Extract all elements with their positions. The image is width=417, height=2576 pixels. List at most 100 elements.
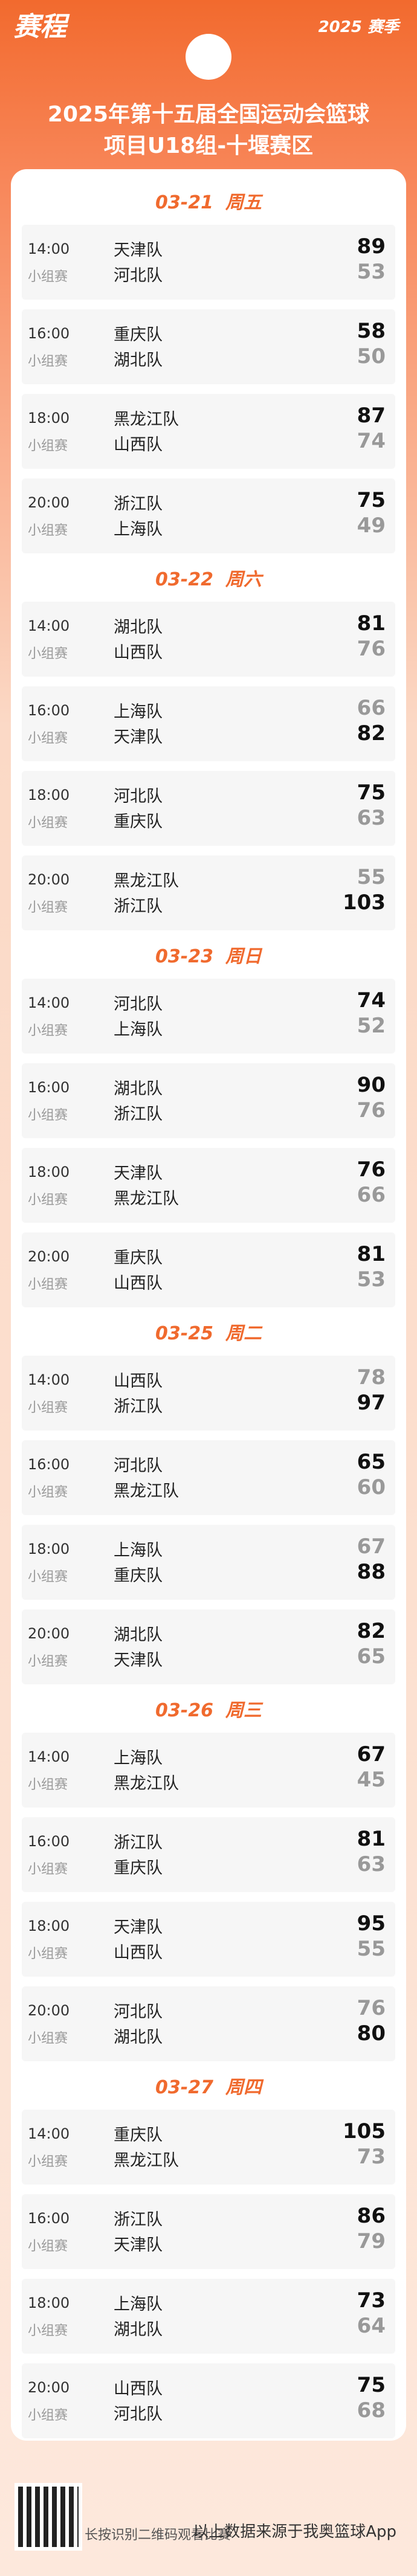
team-name: 上海队 [114,1749,163,1768]
match-row: 18:00 小组赛 天津队 95 山西队 55 [22,1902,395,1977]
team-score: 90 [357,1073,386,1097]
team-name: 湖北队 [114,2320,163,2339]
weekday: 周二 [225,1323,262,1344]
team-score: 86 [357,2204,386,2228]
match-row: 18:00 小组赛 上海队 67 重庆队 88 [22,1525,395,1600]
team-score: 82 [357,1619,386,1643]
team-score: 65 [357,1644,386,1669]
team-score: 73 [357,2145,386,2169]
team-score: 103 [343,890,386,915]
team-name: 山西队 [114,1372,163,1391]
match-time: 16:00 [28,1833,70,1850]
team-name: 天津队 [114,1164,163,1183]
match-row: 16:00 小组赛 浙江队 81 重庆队 63 [22,1817,395,1892]
qr-caption: 长按识别二维码观看比赛 [85,2528,231,2543]
match-time: 20:00 [28,1625,70,1642]
team-name: 山西队 [114,643,163,662]
match-row: 14:00 小组赛 重庆队 105 黑龙江队 73 [22,2110,395,2185]
team-name: 浙江队 [114,2211,163,2229]
source: 以上数据来源于我奥篮球App [193,2523,396,2541]
team-score: 89 [357,234,386,259]
match-time: 14:00 [28,1371,70,1388]
match-row: 20:00 小组赛 湖北队 82 天津队 65 [22,1609,395,1684]
match-time: 18:00 [28,410,70,427]
team-name: 上海队 [114,703,163,721]
team-name: 河北队 [114,995,163,1014]
weekday: 周四 [225,2077,262,2098]
match-time: 14:00 [28,2125,70,2142]
match-stage: 小组赛 [28,2323,68,2339]
match-time: 18:00 [28,1541,70,1557]
team-name: 黑龙江队 [114,410,179,429]
match-time: 14:00 [28,994,70,1011]
team-score: 60 [357,1475,386,1499]
team-score: 80 [357,2021,386,2046]
team-score: 74 [357,429,386,453]
weekday: 周五 [225,192,262,213]
team-score: 76 [357,1996,386,2020]
weekday: 周日 [225,946,262,967]
match-row: 20:00 小组赛 浙江队 75 上海队 49 [22,478,395,553]
team-score: 50 [357,344,386,369]
team-score: 55 [357,1937,386,1961]
weekday: 周六 [225,569,262,590]
team-score: 67 [357,1534,386,1559]
team-name: 上海队 [114,520,163,539]
team-score: 74 [357,988,386,1013]
match-stage: 小组赛 [28,1862,68,1877]
match-stage: 小组赛 [28,354,68,369]
team-name: 浙江队 [114,495,163,514]
match-stage: 小组赛 [28,2239,68,2254]
team-name: 湖北队 [114,2028,163,2047]
match-stage: 小组赛 [28,1400,68,1415]
match-stage: 小组赛 [28,646,68,662]
team-name: 浙江队 [114,1834,163,1852]
match-row: 16:00 小组赛 湖北队 90 浙江队 76 [22,1063,395,1138]
match-stage: 小组赛 [28,816,68,831]
match-time: 20:00 [28,2002,70,2019]
team-name: 湖北队 [114,351,163,370]
team-name: 黑龙江队 [114,1190,179,1208]
tag: 赛程 [13,11,66,42]
date: 03-22 [155,569,213,590]
team-score: 53 [357,1267,386,1292]
match-stage: 小组赛 [28,1485,68,1500]
match-row: 20:00 小组赛 河北队 76 湖北队 80 [22,1986,395,2061]
team-score: 82 [357,721,386,745]
day-header: 03-23 周日 [0,941,417,968]
team-score: 65 [357,1450,386,1474]
team-score: 87 [357,404,386,428]
team-name: 重庆队 [114,1859,163,1878]
team-score: 88 [357,1560,386,1584]
match-time: 16:00 [28,325,70,342]
team-name: 浙江队 [114,1397,163,1416]
match-time: 16:00 [28,1456,70,1473]
team-name: 天津队 [114,241,163,260]
team-score: 81 [357,1827,386,1851]
match-row: 16:00 小组赛 重庆队 58 湖北队 50 [22,309,395,384]
team-name: 重庆队 [114,813,163,831]
team-name: 河北队 [114,266,163,285]
team-name: 上海队 [114,1541,163,1560]
weekday: 周三 [225,1700,262,1721]
match-row: 16:00 小组赛 河北队 65 黑龙江队 60 [22,1440,395,1515]
team-score: 73 [357,2288,386,2313]
team-score: 63 [357,1852,386,1876]
team-score: 95 [357,1911,386,1936]
day-header: 03-22 周六 [0,564,417,591]
match-time: 18:00 [28,2294,70,2311]
day-header: 03-21 周五 [0,187,417,214]
team-name: 黑龙江队 [114,2151,179,2170]
day-header: 03-25 周二 [0,1318,417,1345]
team-name: 重庆队 [114,2126,163,2145]
logo [186,34,231,80]
team-score: 97 [357,1391,386,1415]
match-row: 18:00 小组赛 天津队 76 黑龙江队 66 [22,1148,395,1223]
date: 03-23 [155,946,213,967]
team-score: 81 [357,1242,386,1266]
team-name: 湖北队 [114,1626,163,1644]
team-score: 66 [357,696,386,720]
team-name: 重庆队 [114,1249,163,1267]
match-stage: 小组赛 [28,2408,68,2423]
